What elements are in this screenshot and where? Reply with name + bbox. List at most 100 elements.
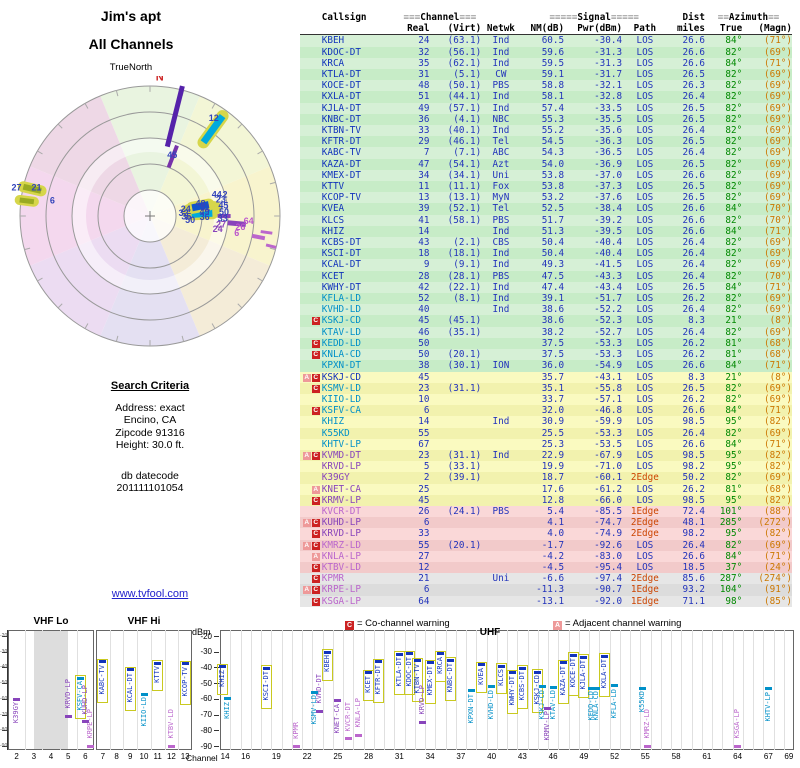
value-cell: (82°) (764, 528, 792, 540)
station-label: KXLA-DT (599, 659, 608, 689)
band-label: UHF (479, 627, 501, 638)
channel-gridline (414, 630, 416, 750)
co-channel-warning-icon: C (311, 339, 320, 348)
value-cell: -39.2 (594, 214, 623, 226)
callsign-cell: KMRZ-LD (321, 539, 361, 551)
group-header-dist: Dist (682, 12, 705, 23)
value-cell: (69°) (764, 102, 792, 114)
channel-gridline (609, 630, 611, 750)
channel-gridline (783, 630, 785, 750)
value-cell: 82° (725, 270, 743, 282)
value-cell: LOS (636, 539, 654, 551)
station-level-mark (13, 697, 21, 701)
polar-tick (181, 335, 185, 342)
station-level-mark (99, 660, 107, 664)
tvfool-link[interactable]: www.tvfool.com (111, 588, 189, 600)
value-cell (481, 372, 520, 383)
channel-tick-label: 10 (139, 752, 149, 761)
table-row: KABC-TV 7 (7.1) ABC 54.3 -36.5 LOS 26.4 82° (69°) (300, 147, 792, 159)
channel-gridline (164, 630, 166, 750)
value-cell: 59.6 (541, 46, 565, 58)
station-label: KABC-TV (98, 664, 107, 695)
value-cell: -6.6 (541, 573, 565, 585)
station-level-mark (324, 650, 332, 654)
channel-axis-label: Channel (186, 753, 218, 763)
value-cell: 39 (418, 203, 430, 215)
value-cell: LOS (636, 550, 654, 562)
co-channel-warning-icon: C (311, 373, 320, 382)
value-cell: -39.5 (594, 225, 623, 237)
value-cell: 84° (725, 281, 743, 293)
value-cell: 26.4 (682, 326, 705, 338)
value-cell: -37.0 (594, 169, 623, 181)
value-cell: -35.6 (594, 125, 623, 137)
value-cell: 82° (725, 472, 743, 484)
value-cell: 26.4 (682, 147, 705, 159)
value-cell: 82° (725, 125, 743, 137)
warning-cell (300, 327, 322, 338)
value-cell: (68°) (764, 483, 792, 495)
dbm-tick (214, 667, 219, 669)
value-cell: 54.0 (541, 158, 565, 170)
value-cell: 50.4 (541, 248, 565, 260)
value-cell: LOS (636, 315, 654, 327)
co-channel-warning-icon: C (311, 575, 320, 584)
value-cell: (69°) (764, 393, 792, 405)
table-row: KNBC-DT 36 (4.1) NBC 55.3 -35.5 LOS 26.5 82° (69°… (300, 113, 792, 126)
value-cell (481, 349, 520, 360)
group-header-channel: ≡≡≡Channel≡≡≡ (403, 12, 477, 23)
value-cell (429, 405, 481, 416)
value-cell: CBS (492, 237, 510, 249)
callsign-cell: KTAV-LD (321, 326, 361, 338)
station-level-mark (344, 737, 352, 741)
value-cell: (69°) (764, 192, 792, 204)
value-cell: 11 (418, 181, 430, 193)
callsign-cell: K39GY (321, 472, 350, 484)
station-label: KRVD-LP (417, 685, 426, 715)
value-cell: LOS (636, 349, 654, 361)
criteria-zip: Zipcode 91316 (115, 426, 185, 439)
warning-cell (300, 159, 322, 170)
left-dbm-tick (2, 667, 7, 669)
col-header-real: Real (398, 23, 430, 36)
value-cell: 26.2 (682, 393, 705, 405)
value-cell: 26.5 (682, 158, 705, 170)
table-row: KTAV-LD 46 (35.1) 38.2 -52.7 LOS 26.4 82° (69°) (300, 326, 792, 338)
channel-number-label: 24 (213, 224, 223, 234)
value-cell: -85.5 (594, 505, 623, 517)
band-box-vhf-hi (96, 630, 192, 750)
value-cell: 25 (418, 483, 430, 495)
station-level-mark (219, 665, 227, 669)
value-cell: LOS (636, 35, 654, 47)
left-dbm-tick-label: -20 (0, 633, 8, 639)
channel-gridline (76, 630, 78, 750)
value-cell: 38.2 (541, 326, 565, 338)
datecode-value: 201111101054 (116, 482, 184, 494)
callsign-cell: KHIZ (321, 225, 345, 237)
warning-cell: C (300, 573, 322, 584)
datecode-label: db datecode (121, 469, 179, 482)
value-cell: Ind (492, 248, 510, 260)
station-label: KSGA-LP (733, 708, 742, 739)
polar-tick (269, 181, 276, 185)
table-row: C KSKJ-CD 45 (45.1) 38.6 -52.3 LOS 8.3 21° (8°) (300, 315, 792, 327)
dbm-tick (214, 651, 219, 653)
station-level-mark (593, 686, 601, 690)
value-cell: 53.8 (541, 181, 565, 193)
channel-number-label: 50 (185, 215, 195, 225)
value-cell: 55.2 (541, 125, 565, 137)
value-cell: (82°) (764, 449, 792, 461)
callsign-cell: KHTV-LP (321, 438, 361, 450)
value-cell: (70°) (764, 270, 792, 282)
polar-tick (24, 247, 31, 251)
channel-gridline (753, 630, 754, 750)
callsign-cell: KUHD-LP (321, 517, 361, 529)
value-cell: 82° (725, 136, 743, 148)
value-cell: (45.1) (447, 315, 482, 327)
warning-cell (300, 248, 322, 259)
value-cell: (20.1) (447, 539, 482, 551)
station-level-mark (418, 720, 426, 724)
dbm-tick (214, 636, 219, 637)
value-cell: Ind (492, 102, 510, 114)
